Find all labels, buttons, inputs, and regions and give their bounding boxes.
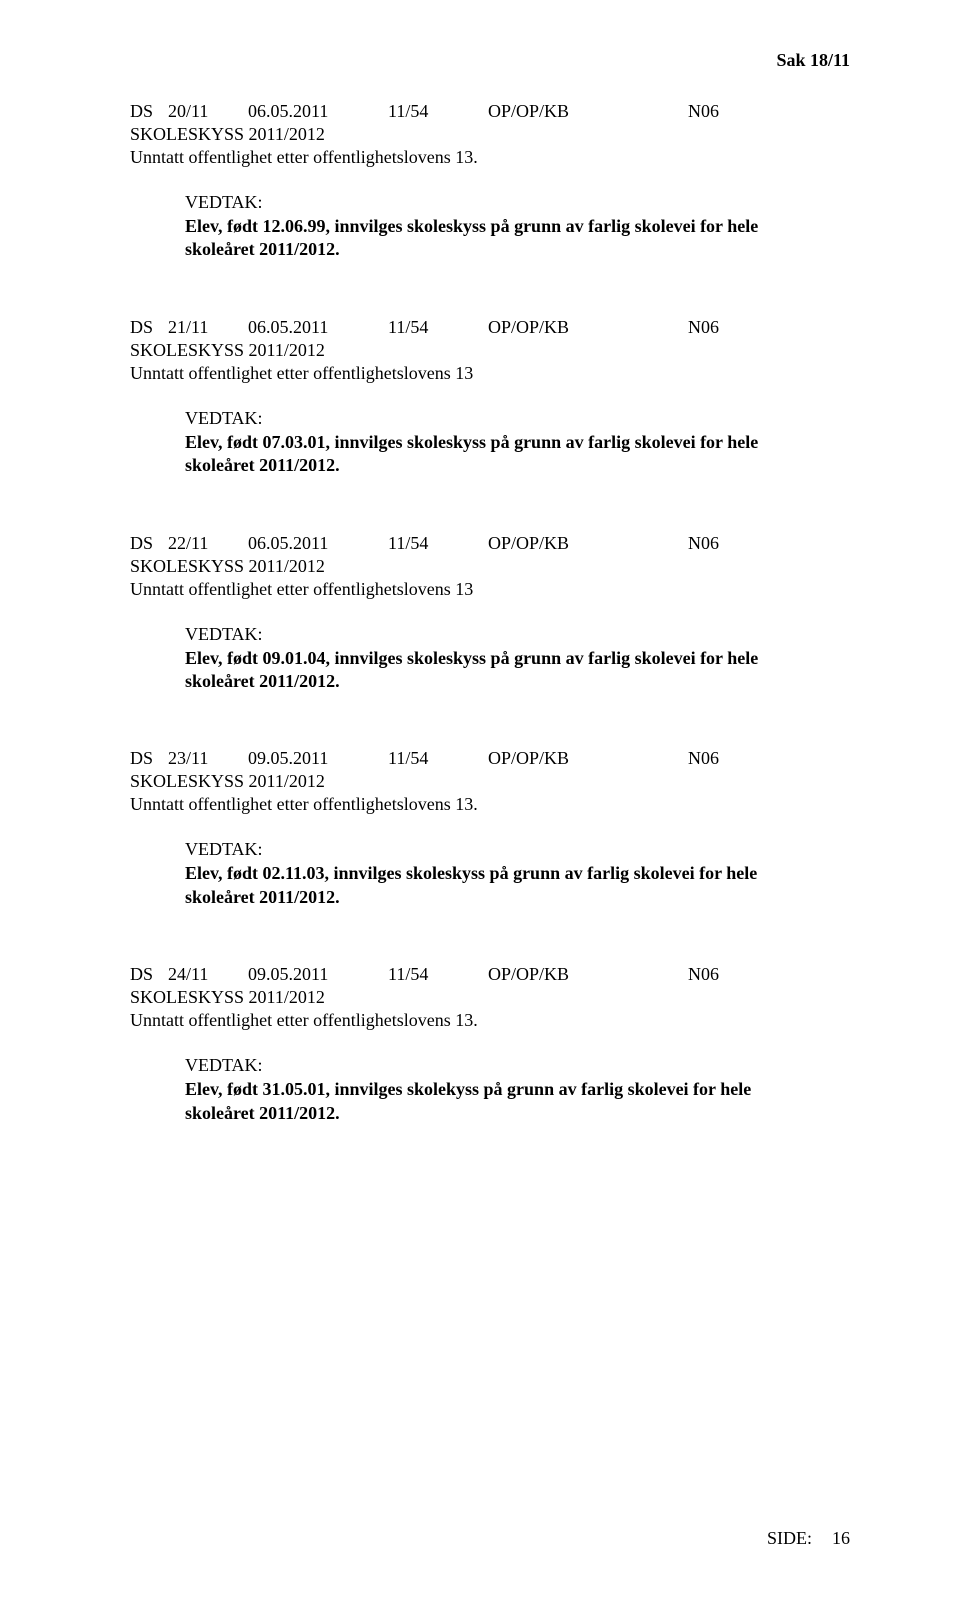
- footer-label: SIDE:: [767, 1528, 812, 1549]
- entry-4: DS 24/11 09.05.2011 11/54 OP/OP/KB N06 S…: [130, 964, 850, 1125]
- ds-ref: 11/54: [388, 101, 488, 122]
- ds-ref: 11/54: [388, 748, 488, 769]
- ds-number: 23/11: [168, 748, 248, 769]
- entry-title: SKOLESKYSS 2011/2012: [130, 771, 850, 792]
- entry-exempt: Unntatt offentlighet etter offentlighets…: [130, 147, 850, 168]
- entry-2: DS 22/11 06.05.2011 11/54 OP/OP/KB N06 S…: [130, 533, 850, 694]
- ds-code: OP/OP/KB: [488, 964, 688, 985]
- entry-title: SKOLESKYSS 2011/2012: [130, 340, 850, 361]
- entry-exempt: Unntatt offentlighet etter offentlighets…: [130, 794, 850, 815]
- footer-page-number: 16: [832, 1528, 850, 1549]
- vedtak-line1: Elev, født 09.01.04, innvilges skoleskys…: [185, 648, 758, 668]
- entry-row: DS 24/11 09.05.2011 11/54 OP/OP/KB N06: [130, 964, 850, 985]
- ds-date: 06.05.2011: [248, 533, 388, 554]
- ds-n: N06: [688, 101, 748, 122]
- entry-exempt: Unntatt offentlighet etter offentlighets…: [130, 363, 850, 384]
- vedtak-label: VEDTAK:: [185, 839, 850, 860]
- vedtak-body: Elev, født 31.05.01, innvilges skolekyss…: [185, 1078, 850, 1125]
- entry-row: DS 23/11 09.05.2011 11/54 OP/OP/KB N06: [130, 748, 850, 769]
- entry-3: DS 23/11 09.05.2011 11/54 OP/OP/KB N06 S…: [130, 748, 850, 909]
- entry-row: DS 22/11 06.05.2011 11/54 OP/OP/KB N06: [130, 533, 850, 554]
- entry-exempt: Unntatt offentlighet etter offentlighets…: [130, 1010, 850, 1031]
- ds-date: 06.05.2011: [248, 317, 388, 338]
- ds-ref: 11/54: [388, 317, 488, 338]
- vedtak-line2: skoleåret 2011/2012.: [185, 1103, 340, 1123]
- ds-number: 20/11: [168, 101, 248, 122]
- ds-date: 09.05.2011: [248, 964, 388, 985]
- ds-n: N06: [688, 964, 748, 985]
- entry-row: DS 21/11 06.05.2011 11/54 OP/OP/KB N06: [130, 317, 850, 338]
- ds-label: DS: [130, 101, 168, 122]
- ds-n: N06: [688, 533, 748, 554]
- page-header: Sak 18/11: [130, 50, 850, 71]
- entry-title: SKOLESKYSS 2011/2012: [130, 556, 850, 577]
- ds-ref: 11/54: [388, 533, 488, 554]
- vedtak-label: VEDTAK:: [185, 192, 850, 213]
- ds-number: 24/11: [168, 964, 248, 985]
- vedtak-line2: skoleåret 2011/2012.: [185, 239, 340, 259]
- vedtak-line2: skoleåret 2011/2012.: [185, 671, 340, 691]
- ds-label: DS: [130, 533, 168, 554]
- entry-exempt: Unntatt offentlighet etter offentlighets…: [130, 579, 850, 600]
- vedtak-line1: Elev, født 31.05.01, innvilges skolekyss…: [185, 1079, 751, 1099]
- entry-title: SKOLESKYSS 2011/2012: [130, 987, 850, 1008]
- ds-date: 09.05.2011: [248, 748, 388, 769]
- vedtak-body: Elev, født 12.06.99, innvilges skoleskys…: [185, 215, 850, 262]
- ds-code: OP/OP/KB: [488, 748, 688, 769]
- ds-ref: 11/54: [388, 964, 488, 985]
- page-footer: SIDE: 16: [767, 1528, 850, 1549]
- vedtak-line1: Elev, født 07.03.01, innvilges skoleskys…: [185, 432, 758, 452]
- entry-1: DS 21/11 06.05.2011 11/54 OP/OP/KB N06 S…: [130, 317, 850, 478]
- vedtak-line1: Elev, født 02.11.03, innvilges skoleskys…: [185, 863, 757, 883]
- vedtak-line2: skoleåret 2011/2012.: [185, 455, 340, 475]
- vedtak-line2: skoleåret 2011/2012.: [185, 887, 340, 907]
- vedtak-body: Elev, født 07.03.01, innvilges skoleskys…: [185, 431, 850, 478]
- vedtak-label: VEDTAK:: [185, 624, 850, 645]
- ds-code: OP/OP/KB: [488, 533, 688, 554]
- vedtak-body: Elev, født 02.11.03, innvilges skoleskys…: [185, 862, 850, 909]
- ds-number: 21/11: [168, 317, 248, 338]
- ds-label: DS: [130, 964, 168, 985]
- ds-code: OP/OP/KB: [488, 101, 688, 122]
- ds-code: OP/OP/KB: [488, 317, 688, 338]
- ds-label: DS: [130, 317, 168, 338]
- ds-n: N06: [688, 748, 748, 769]
- ds-number: 22/11: [168, 533, 248, 554]
- ds-n: N06: [688, 317, 748, 338]
- vedtak-label: VEDTAK:: [185, 1055, 850, 1076]
- entry-0: DS 20/11 06.05.2011 11/54 OP/OP/KB N06 S…: [130, 101, 850, 262]
- ds-label: DS: [130, 748, 168, 769]
- vedtak-line1: Elev, født 12.06.99, innvilges skoleskys…: [185, 216, 758, 236]
- entry-title: SKOLESKYSS 2011/2012: [130, 124, 850, 145]
- entry-row: DS 20/11 06.05.2011 11/54 OP/OP/KB N06: [130, 101, 850, 122]
- ds-date: 06.05.2011: [248, 101, 388, 122]
- vedtak-body: Elev, født 09.01.04, innvilges skoleskys…: [185, 647, 850, 694]
- vedtak-label: VEDTAK:: [185, 408, 850, 429]
